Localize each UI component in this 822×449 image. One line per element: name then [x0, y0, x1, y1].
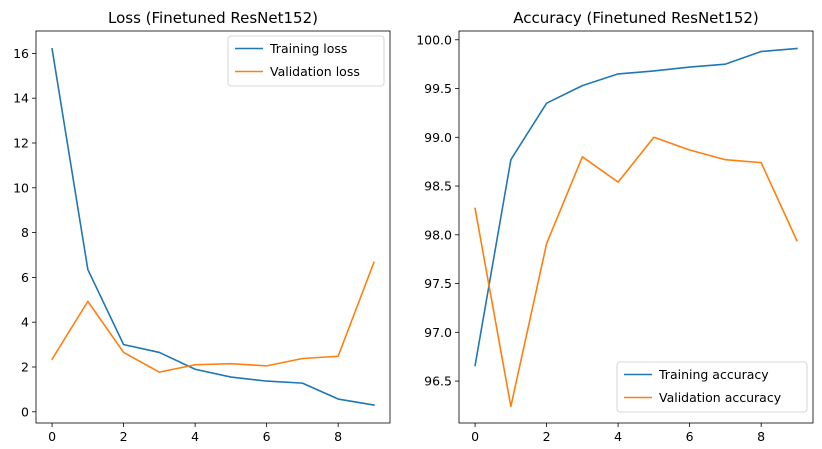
loss-x-tick-label: 4 — [191, 429, 199, 444]
accuracy-x-tick-label: 6 — [686, 429, 694, 444]
accuracy-x-tick-label: 4 — [614, 429, 622, 444]
loss-y-tick-label: 16 — [13, 46, 29, 61]
accuracy-y-tick-label: 99.0 — [424, 130, 452, 145]
loss-legend-label: Training loss — [269, 41, 347, 56]
accuracy-y-tick-label: 97.5 — [424, 276, 452, 291]
accuracy-x-tick-label: 2 — [543, 429, 551, 444]
loss-y-tick-label: 6 — [21, 270, 29, 285]
accuracy-legend-label: Validation accuracy — [659, 390, 782, 405]
loss-axes-frame — [35, 30, 391, 424]
accuracy-series-validation-accuracy-line — [474, 136, 798, 408]
loss-series-training-loss-line — [51, 48, 375, 407]
accuracy-legend-label: Training accuracy — [658, 367, 769, 382]
loss-chart-title: Loss (Finetuned ResNet152) — [108, 9, 318, 27]
loss-y-tick-label: 8 — [21, 225, 29, 240]
accuracy-chart-title: Accuracy (Finetuned ResNet152) — [513, 9, 759, 27]
accuracy-y-tick-label: 100.0 — [416, 32, 452, 47]
accuracy-axes-frame — [458, 30, 814, 424]
accuracy-legend-box — [616, 361, 808, 413]
loss-x-tick-label: 2 — [120, 429, 128, 444]
loss-y-tick-label: 2 — [21, 360, 29, 375]
accuracy-y-tick-label: 98.0 — [424, 227, 452, 242]
loss-chart-plot: 0 2 4 6 8 0 2 4 6 8 10 12 14 16 Training loss Validatio… — [13, 30, 391, 444]
loss-x-tick-label: 8 — [334, 429, 342, 444]
loss-y-tick-label: 4 — [21, 315, 29, 330]
accuracy-legend: Training accuracy Validation accuracy — [616, 361, 808, 413]
loss-series-validation-loss-line — [50, 261, 375, 373]
accuracy-x-tick-label: 0 — [471, 429, 479, 444]
accuracy-x-tick-label: 8 — [757, 429, 765, 444]
loss-y-tick-label: 0 — [21, 404, 29, 419]
accuracy-y-tick-label: 96.5 — [424, 374, 452, 389]
loss-y-tick-label: 14 — [13, 91, 29, 106]
loss-x-tick-label: 0 — [48, 429, 56, 444]
loss-legend-label: Validation loss — [270, 64, 360, 79]
loss-y-tick-label: 12 — [13, 136, 29, 151]
loss-y-tick-label: 10 — [13, 180, 29, 195]
loss-chart: Loss (Finetuned ResNet152) 0 2 4 6 8 0 2 4 6 8 10 1… — [13, 9, 391, 444]
loss-legend-box — [227, 35, 385, 87]
loss-x-tick-label: 6 — [263, 429, 271, 444]
accuracy-chart: Accuracy (Finetuned ResNet152) 0 2 4 6 8 96.5… — [416, 9, 814, 444]
loss-legend: Training loss Validation loss — [227, 35, 385, 87]
accuracy-chart-plot: 0 2 4 6 8 96.5 97.0 97.5 98.0 98.5 99.0 99.5 100.0 Tr… — [416, 30, 814, 444]
accuracy-y-tick-label: 98.5 — [424, 179, 452, 194]
accuracy-y-tick-label: 99.5 — [424, 81, 452, 96]
accuracy-y-tick-label: 97.0 — [424, 325, 452, 340]
accuracy-series-training-accuracy-line — [474, 47, 798, 367]
